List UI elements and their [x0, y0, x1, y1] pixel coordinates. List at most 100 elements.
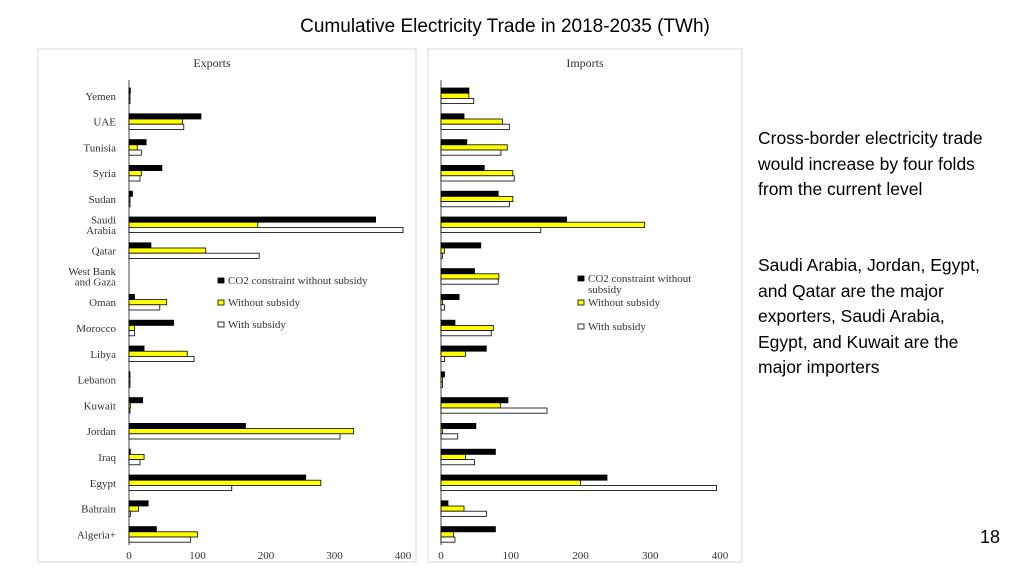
exports-bar-oman-co2-constraint-without-subsidy: [128, 293, 135, 300]
imports-bar-bahrain-with-subsidy: [440, 510, 487, 517]
imports-bar-egypt-with-subsidy: [440, 484, 717, 491]
exports-bar-saudi-arabia-co2-constraint-without-subsidy: [128, 216, 377, 223]
imports-bar-iraq-co2-constraint-without-subsidy: [440, 448, 496, 455]
exports-bar-lebanon-with-subsidy: [128, 381, 131, 388]
exports-bar-egypt-without-subsidy: [128, 479, 322, 486]
exports-bars: [128, 87, 404, 543]
category-label-jordan: Jordan: [87, 426, 117, 438]
exports-bar-kuwait-without-subsidy: [128, 402, 131, 409]
imports-bar-libya-with-subsidy: [440, 355, 445, 362]
category-label-west-bank-and-gaza: West Bank: [68, 266, 116, 278]
exports-tick-labels: 0 100 200 300 400: [126, 550, 412, 562]
imports-bar-uae-co2-constraint-without-subsidy: [440, 113, 465, 120]
imports-bar-sudan-without-subsidy: [440, 195, 514, 202]
imports-bar-jordan-without-subsidy: [440, 428, 443, 435]
exports-bar-yemen-with-subsidy: [128, 98, 131, 105]
imports-bar-kuwait-with-subsidy: [440, 407, 548, 414]
trade-charts: Exports Yemen UAE Tunisia Syria Sudan SaudiAr…: [37, 48, 743, 563]
exports-legend: CO2 constraint without subsidy Without su…: [217, 275, 368, 331]
category-label-yemen: Yemen: [85, 91, 116, 103]
imports-bar-kuwait-co2-constraint-without-subsidy: [440, 397, 509, 404]
exports-legend-swatch-without-subsidy: [217, 299, 225, 306]
exports-bar-lebanon-co2-constraint-without-subsidy: [128, 371, 131, 378]
exports-bar-egypt-with-subsidy: [128, 484, 233, 491]
imports-bar-bahrain-co2-constraint-without-subsidy: [440, 500, 449, 507]
category-label-bahrain: Bahrain: [81, 504, 116, 516]
category-label-morocco: Morocco: [76, 323, 116, 335]
exports-bar-algeria-without-subsidy: [128, 531, 198, 538]
exports-tick-label-100: 100: [189, 550, 206, 562]
exports-tick-label-400: 400: [395, 550, 412, 562]
note-major-traders: Saudi Arabia, Jordan, Egypt, and Qatar a…: [758, 255, 980, 377]
exports-legend-label-co2-constraint-without-subsidy: CO2 constraint without subsidy: [228, 275, 368, 287]
note-trade-increase: Cross-border electricity trade would inc…: [758, 128, 983, 199]
exports-bar-bahrain-with-subsidy: [128, 510, 131, 517]
imports-bar-lebanon-co2-constraint-without-subsidy: [440, 371, 445, 378]
exports-legend-label-with-subsidy: With subsidy: [228, 319, 286, 331]
imports-bar-west-bank-and-gaza-with-subsidy: [440, 278, 499, 285]
imports-bar-saudi-arabia-without-subsidy: [440, 221, 646, 228]
exports-bar-bahrain-co2-constraint-without-subsidy: [128, 500, 149, 507]
imports-bar-morocco-with-subsidy: [440, 330, 492, 337]
imports-bar-yemen-co2-constraint-without-subsidy: [440, 87, 470, 94]
imports-bar-algeria-co2-constraint-without-subsidy: [440, 526, 496, 533]
category-label-oman: Oman: [89, 297, 116, 309]
exports-bar-jordan-without-subsidy: [128, 428, 355, 435]
exports-bar-oman-with-subsidy: [128, 304, 161, 311]
imports-bar-uae-with-subsidy: [440, 123, 510, 130]
imports-tick-label-400: 400: [712, 550, 729, 562]
imports-bar-syria-with-subsidy: [440, 175, 515, 182]
category-label-west-bank-and-gaza: and Gaza: [75, 277, 116, 289]
exports-bar-uae-co2-constraint-without-subsidy: [128, 113, 202, 120]
exports-title: Exports: [193, 56, 231, 70]
imports-bar-sudan-co2-constraint-without-subsidy: [440, 190, 499, 197]
imports-bar-qatar-co2-constraint-without-subsidy: [440, 242, 482, 249]
imports-bar-west-bank-and-gaza-co2-constraint-without-subsidy: [440, 268, 475, 275]
category-label-algeria: Algeria+: [77, 529, 116, 541]
category-label-saudi-arabia: Saudi: [91, 215, 116, 227]
category-label-lebanon: Lebanon: [78, 375, 117, 387]
exports-bar-syria-co2-constraint-without-subsidy: [128, 164, 163, 171]
imports-bar-tunisia-with-subsidy: [440, 149, 502, 156]
exports-bar-iraq-with-subsidy: [128, 459, 141, 466]
exports-bar-jordan-co2-constraint-without-subsidy: [128, 422, 246, 429]
imports-legend-label-with-subsidy: With subsidy: [588, 321, 646, 333]
exports-bar-libya-with-subsidy: [128, 355, 195, 362]
exports-tick-label-200: 200: [258, 550, 275, 562]
exports-tick-label-0: 0: [126, 550, 132, 562]
exports-bar-tunisia-co2-constraint-without-subsidy: [128, 139, 147, 146]
exports-bar-sudan-with-subsidy: [128, 201, 131, 208]
category-label-qatar: Qatar: [92, 246, 117, 258]
imports-bar-morocco-without-subsidy: [440, 324, 494, 331]
imports-legend-swatch-co2-constraint-without-subsidy: [577, 275, 585, 282]
imports-bar-qatar-without-subsidy: [440, 247, 445, 254]
imports-tick-label-100: 100: [503, 550, 520, 562]
exports-bar-kuwait-with-subsidy: [128, 407, 131, 414]
exports-bar-libya-without-subsidy: [128, 350, 188, 357]
imports-bar-jordan-co2-constraint-without-subsidy: [440, 422, 477, 429]
category-label-syria: Syria: [93, 168, 116, 180]
imports-legend-label-co2-constraint-without-subsidy: CO2 constraint without subsidy: [588, 273, 691, 296]
imports-bar-tunisia-without-subsidy: [440, 144, 508, 151]
exports-bar-iraq-co2-constraint-without-subsidy: [128, 448, 131, 455]
imports-legend-swatch-with-subsidy: [577, 323, 585, 330]
exports-bar-saudi-arabia-with-subsidy: [128, 226, 404, 233]
exports-bar-morocco-without-subsidy: [128, 324, 135, 331]
exports-legend-swatch-with-subsidy: [217, 321, 225, 328]
imports-legend-swatch-without-subsidy: [577, 299, 585, 306]
exports-bar-syria-with-subsidy: [128, 175, 141, 182]
imports-bar-oman-with-subsidy: [440, 304, 445, 311]
exports-bar-yemen-without-subsidy: [128, 92, 131, 99]
exports-bar-sudan-without-subsidy: [128, 195, 131, 202]
exports-bar-algeria-co2-constraint-without-subsidy: [128, 526, 157, 533]
exports-tick-label-300: 300: [326, 550, 343, 562]
exports-legend-label-without-subsidy: Without subsidy: [228, 297, 300, 309]
imports-bar-bahrain-without-subsidy: [440, 505, 465, 512]
exports-bar-algeria-with-subsidy: [128, 536, 192, 543]
exports-bar-kuwait-co2-constraint-without-subsidy: [128, 397, 144, 404]
category-label-kuwait: Kuwait: [84, 400, 116, 412]
imports-bar-morocco-co2-constraint-without-subsidy: [440, 319, 456, 326]
imports-bar-syria-without-subsidy: [440, 170, 514, 177]
category-label-saudi-arabia: Arabia: [86, 225, 116, 237]
